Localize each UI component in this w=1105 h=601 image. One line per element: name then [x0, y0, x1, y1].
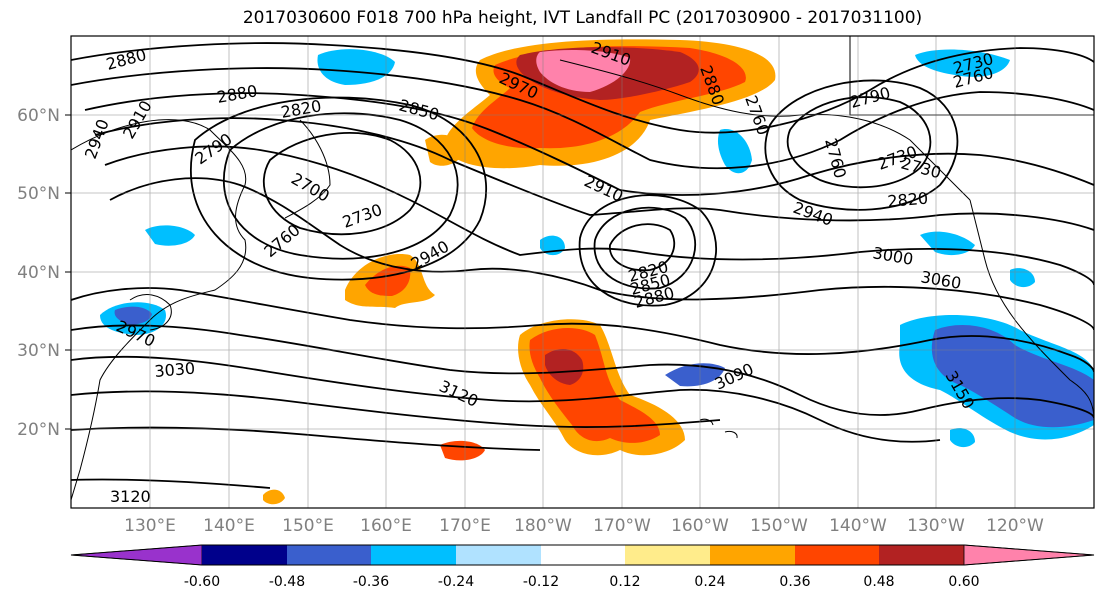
contour-outer-2: [71, 67, 1094, 170]
coast-alaska: [559, 59, 971, 201]
colorbar-segment: [70, 544, 203, 566]
longitude-labels: 130°E 140°E 150°E 160°E 170°E 180°W 170°…: [124, 516, 1044, 536]
colorbar-segment: [710, 545, 795, 565]
contour-11: [71, 426, 541, 451]
longitude-label: 140°E: [203, 516, 255, 536]
height-contours: [71, 42, 1094, 489]
contour-label: 3030: [154, 359, 196, 381]
contour-low-5: [593, 206, 697, 290]
contour-4: [94, 117, 1094, 231]
colorbar-tick-label: 0.48: [863, 574, 894, 590]
longitude-label: 150°E: [282, 516, 334, 536]
colorbar-segment: [541, 545, 625, 565]
contour-outer-1: [71, 42, 1094, 134]
contour-7: [71, 287, 1094, 373]
latitude-label: 50°N: [17, 184, 60, 204]
latitude-label: 20°N: [17, 420, 60, 440]
colorbar-segment: [371, 545, 456, 565]
colorbar-segment: [287, 545, 371, 565]
contour-label: 2820: [887, 189, 929, 211]
contour-3: [84, 92, 1094, 196]
latitude-labels: 60°N 50°N 40°N 30°N 20°N: [17, 106, 71, 440]
coast-kamchatka: [284, 119, 331, 219]
colorbar-segment: [795, 545, 879, 565]
colorbar-tick-label: -0.12: [523, 574, 559, 590]
contour-6: [109, 177, 1094, 331]
longitude-label: 160°W: [671, 516, 729, 536]
colorbar-outline: [70, 544, 1095, 566]
colorbar-tick-label: 0.36: [779, 574, 810, 590]
longitude-label: 180°W: [514, 516, 572, 536]
latitude-label: 30°N: [17, 341, 60, 361]
colorbar-tick-label: -0.60: [184, 574, 220, 590]
longitude-label: 120°W: [986, 516, 1044, 536]
colorbar: -0.60 -0.48 -0.36 -0.24 -0.12 0.12 0.24 …: [70, 544, 1095, 590]
ivt-blob-subtropical-dark: [545, 348, 584, 385]
contour-9: [71, 355, 941, 443]
contour-10: [71, 390, 721, 428]
contour-high-ne-2: [764, 79, 959, 211]
colorbar-tick-label: -0.36: [353, 574, 389, 590]
ivt-blob-north-pacific-pink: [536, 50, 631, 92]
ivt-blob-small-3: [425, 134, 465, 166]
contour-8: [71, 324, 1094, 419]
longitude-label: 150°W: [750, 516, 808, 536]
latitude-label: 60°N: [17, 106, 60, 126]
colorbar-segment: [456, 545, 541, 565]
contour-low-2: [222, 112, 459, 260]
ivt-blob-japan-core: [114, 306, 152, 325]
coast-hawaii: [699, 418, 738, 439]
colorbar-segment: [625, 545, 710, 565]
contour-low-3: [190, 96, 488, 281]
ivt-blob-northeast: [915, 49, 1010, 77]
contour-high-ne: [786, 96, 932, 189]
colorbar-tick-label: 0.24: [694, 574, 725, 590]
ivt-blob-east-pacific-edge: [950, 428, 975, 448]
ivt-blob-alaska: [717, 129, 752, 174]
longitude-label: 170°W: [593, 516, 651, 536]
colorbar-segment: [963, 544, 1095, 566]
longitude-label: 130°E: [124, 516, 176, 536]
ivt-blob-northwest: [317, 49, 395, 85]
colorbar-segment: [879, 545, 964, 565]
colorbar-segment: [202, 545, 287, 565]
contour-low-6: [578, 194, 717, 307]
contour-label: 3120: [110, 487, 151, 506]
graticule: [71, 36, 1094, 508]
colorbar-tick-label: -0.48: [269, 574, 305, 590]
map-title: 2017030600 F018 700 hPa height, IVT Land…: [242, 8, 923, 28]
contour-low-1: [262, 132, 422, 236]
longitude-label: 140°W: [829, 516, 887, 536]
colorbar-tick-label: -0.24: [438, 574, 474, 590]
latitude-label: 40°N: [17, 263, 60, 283]
ivt-positive-shading: [263, 39, 776, 505]
colorbar-tick-label: 0.12: [609, 574, 640, 590]
ivt-blob-hawaii-north: [665, 363, 725, 387]
longitude-label: 130°W: [907, 516, 965, 536]
longitude-label: 170°E: [439, 516, 491, 536]
longitude-label: 160°E: [360, 516, 412, 536]
colorbar-tick-label: 0.60: [948, 574, 979, 590]
contour-12: [71, 478, 271, 489]
ivt-blob-kamchatka: [145, 225, 195, 246]
ivt-blob-small-2: [263, 489, 285, 505]
ivt-blob-west-coast-2: [1010, 268, 1035, 288]
